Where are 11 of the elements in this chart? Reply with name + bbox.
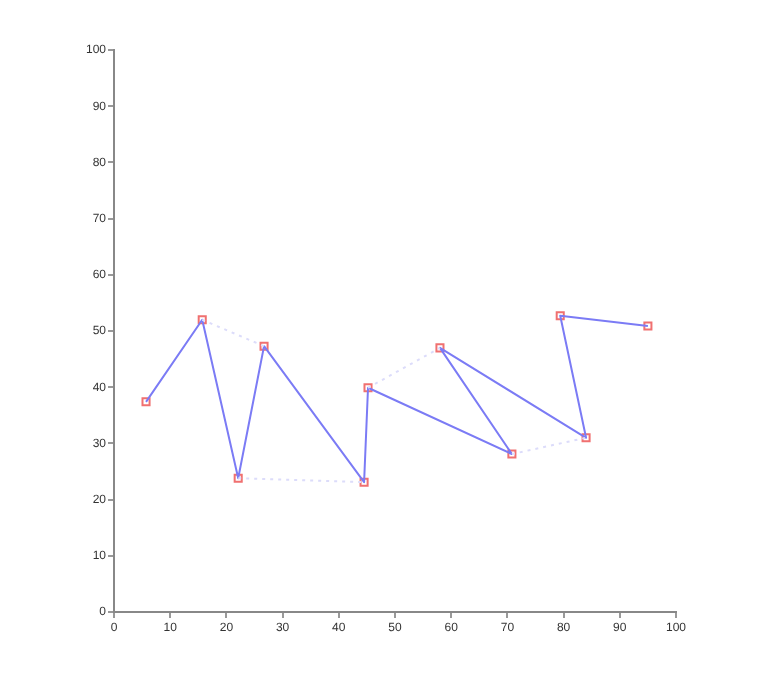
point [581, 433, 591, 443]
point [643, 321, 653, 331]
point [435, 343, 445, 353]
point [555, 311, 565, 321]
point [359, 477, 369, 487]
point [363, 383, 373, 393]
point [141, 397, 151, 407]
point [507, 449, 517, 459]
point [233, 473, 243, 483]
point [259, 341, 269, 351]
point [197, 315, 207, 325]
